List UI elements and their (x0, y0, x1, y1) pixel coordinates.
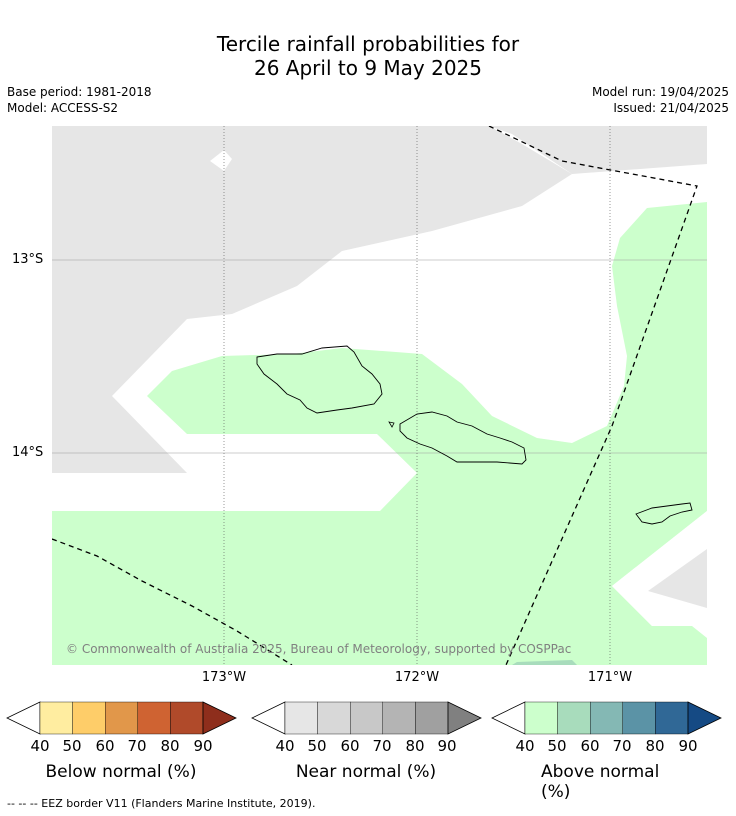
cbar-title-near: Near normal (%) (295, 762, 437, 782)
cbar-above-high-triangle (687, 701, 722, 735)
grey-region-north (52, 126, 572, 473)
rainfall-map: © Commonwealth of Australia 2025, Bureau… (52, 126, 707, 665)
cbar-above-60: 60 (580, 737, 600, 755)
issued-date: Issued: 21/04/2025 (613, 101, 729, 115)
cbar-below-segment-2 (72, 701, 106, 735)
lat-label-13s: 13°S (12, 252, 44, 267)
cbar-near-50: 50 (307, 737, 327, 755)
cbar-near-segment-4 (382, 701, 416, 735)
island-savaii (256, 345, 383, 414)
cbar-below-60: 60 (95, 737, 115, 755)
eez-border-southwest (52, 538, 293, 665)
lon-label-173w: 173°W (201, 670, 247, 685)
copyright-text: © Commonwealth of Australia 2025, Bureau… (66, 642, 571, 656)
lat-label-14s: 14°S (12, 445, 44, 460)
cbar-above-segment-1 (524, 701, 558, 735)
cbar-below-high-triangle (202, 701, 237, 735)
title-line-2: 26 April to 9 May 2025 (254, 56, 482, 80)
page-title: Tercile rainfall probabilities for 26 Ap… (0, 32, 736, 80)
cbar-below-segment-1 (39, 701, 73, 735)
colorbars (6, 701, 722, 735)
cbar-above-low-triangle (491, 701, 526, 735)
cbar-near-segment-1 (284, 701, 318, 735)
model-run: Model run: 19/04/2025 (591, 85, 729, 99)
cbar-near-high-triangle (447, 701, 482, 735)
title-line-1: Tercile rainfall probabilities for (216, 32, 520, 56)
lon-label-172w: 172°W (394, 670, 440, 685)
model-name: Model: ACCESS-S2 (7, 101, 119, 115)
cbar-above-segment-4 (622, 701, 656, 735)
cbar-near-70: 70 (372, 737, 392, 755)
cbar-above-segment-2 (557, 701, 591, 735)
cbar-above-50: 50 (547, 737, 567, 755)
grey-region-southeast-2 (648, 549, 707, 608)
base-period: Base period: 1981-2018 (7, 85, 152, 99)
cbar-below-40: 40 (30, 737, 50, 755)
cbar-below-50: 50 (62, 737, 82, 755)
cbar-title-above: Above normal (%) (541, 762, 660, 802)
cbar-near-40: 40 (275, 737, 295, 755)
cbar-below-segment-3 (104, 701, 138, 735)
cbar-near-segment-5 (415, 701, 449, 735)
cbar-below-80: 80 (160, 737, 180, 755)
island-tutuila (635, 502, 693, 525)
meta-left: Base period: 1981-2018 Model: ACCESS-S2 (7, 84, 152, 116)
cbar-below-segment-5 (170, 701, 204, 735)
cbar-near-low-triangle (251, 701, 286, 735)
meta-right: Model run: 19/04/2025 Issued: 21/04/2025 (592, 84, 729, 116)
cbar-above-80: 80 (645, 737, 665, 755)
cbar-above-70: 70 (612, 737, 632, 755)
cbar-near-segment-2 (317, 701, 351, 735)
cbar-above-segment-5 (655, 701, 689, 735)
cbar-below-70: 70 (127, 737, 147, 755)
island-manono (388, 421, 395, 428)
eez-border-north (488, 126, 698, 665)
cbar-below-segment-4 (137, 701, 171, 735)
island-upolu (399, 411, 527, 465)
cbar-below-90: 90 (193, 737, 213, 755)
cbar-near-segment-3 (350, 701, 384, 735)
cbar-near-90: 90 (437, 737, 457, 755)
cbar-near-60: 60 (340, 737, 360, 755)
cbar-above-90: 90 (678, 737, 698, 755)
cbar-title-below: Below normal (%) (45, 762, 197, 782)
cbar-near-80: 80 (405, 737, 425, 755)
lon-label-171w: 171°W (587, 670, 633, 685)
green-region-50-band (512, 660, 577, 665)
cbar-above-40: 40 (515, 737, 535, 755)
cbar-above-segment-3 (590, 701, 624, 735)
eez-footnote: -- -- -- EEZ border V11 (Flanders Marine… (7, 797, 316, 810)
grey-region-northwest (52, 126, 707, 174)
cbar-below-low-triangle (6, 701, 41, 735)
green-region-main (52, 202, 707, 665)
grey-hole (210, 150, 232, 171)
